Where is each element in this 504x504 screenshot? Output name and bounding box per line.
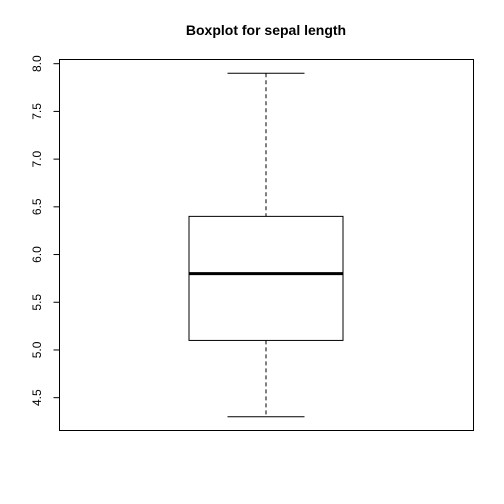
y-tick-label: 7.0 [30,150,44,167]
iqr-box [188,215,344,341]
y-tick-label: 5.5 [30,294,44,311]
y-tick-label: 4.5 [30,389,44,406]
y-axis-ticks: 4.5 5.0 5.5 6.0 6.5 7.0 7.5 8.0 [30,55,60,406]
y-tick-label: 7.5 [30,103,44,120]
boxplot-group [188,72,344,418]
y-tick-label: 8.0 [30,55,44,72]
y-tick-label: 5.0 [30,341,44,358]
chart-title: Boxplot for sepal length [186,22,346,38]
y-tick-label: 6.0 [30,246,44,263]
y-tick-label: 6.5 [30,198,44,215]
